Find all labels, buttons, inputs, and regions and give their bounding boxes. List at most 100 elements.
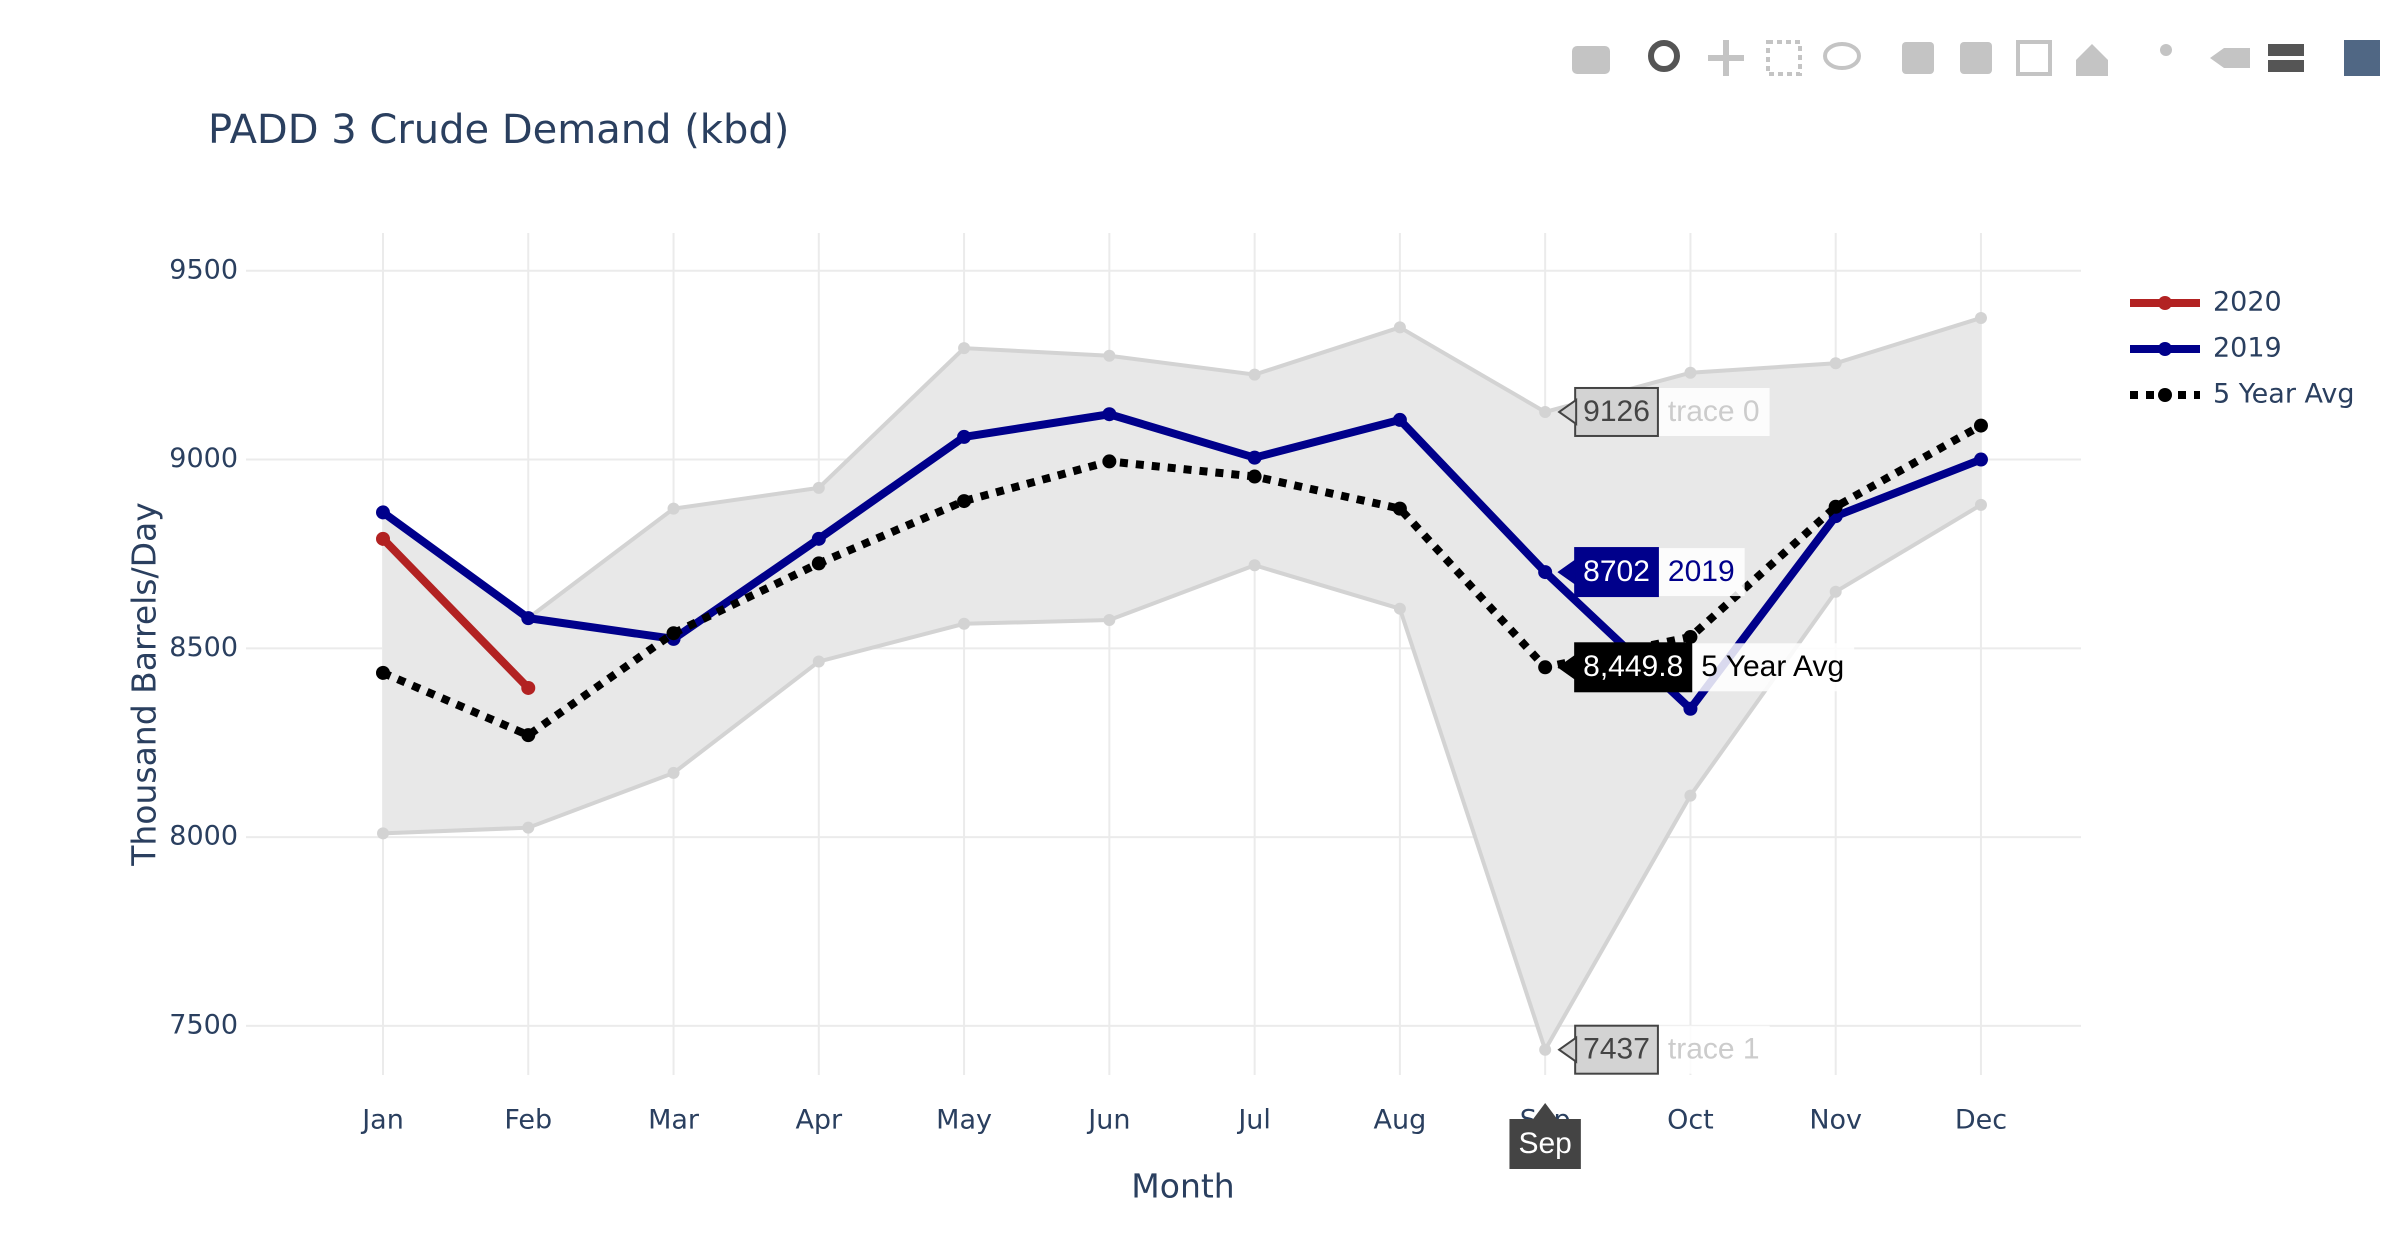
x-tick-label: Aug <box>1374 1105 1427 1136</box>
point-marker <box>666 626 681 641</box>
x-axis-title: Month <box>1131 1167 1234 1206</box>
hover-closest-icon[interactable] <box>2210 48 2250 68</box>
point-marker <box>1829 357 1842 370</box>
hover-x-text: Sep <box>1518 1127 1571 1160</box>
point-marker <box>521 611 536 626</box>
x-tick-label: May <box>936 1105 992 1136</box>
point-marker <box>1392 412 1407 427</box>
legend-label: 2020 <box>2213 287 2282 318</box>
point-marker <box>667 766 680 779</box>
point-marker <box>811 556 826 571</box>
point-marker <box>1538 660 1553 675</box>
point-marker <box>1102 407 1117 422</box>
autoscale-icon[interactable] <box>2016 40 2052 76</box>
point-marker <box>1102 454 1117 469</box>
point-marker <box>1828 499 1843 514</box>
y-tick-label: 8000 <box>169 821 238 852</box>
hover-value: 8702 <box>1583 555 1650 588</box>
x-tick-label: Feb <box>504 1105 552 1136</box>
point-marker <box>521 728 536 743</box>
hover-box <box>1574 642 1693 693</box>
hover-name: 5 Year Avg <box>1701 650 1844 683</box>
plotly-logo[interactable] <box>2344 40 2380 76</box>
point-marker <box>957 494 972 509</box>
point-marker <box>812 655 825 668</box>
chart-title: PADD 3 Crude Demand (kbd) <box>208 107 789 153</box>
hover-x-box <box>1509 1119 1581 1169</box>
point-marker <box>958 617 971 630</box>
hover-value: 8,449.8 <box>1583 650 1683 683</box>
hover-label: 8702 2019 <box>1557 547 1745 598</box>
zoom-out-icon[interactable] <box>1960 42 1992 74</box>
hover-x-arrow <box>1533 1103 1558 1119</box>
series-line <box>381 422 1983 740</box>
pan-icon[interactable] <box>1708 40 1744 76</box>
point-marker <box>521 680 536 695</box>
point-marker <box>376 505 390 520</box>
hover-x-label: Sep <box>1509 1103 1581 1169</box>
point-marker <box>1393 602 1406 615</box>
reset-icon[interactable] <box>2076 44 2108 76</box>
x-tick-label: Jun <box>1086 1105 1130 1136</box>
x-tick-label: Oct <box>1667 1105 1714 1136</box>
hover-value: 9126 <box>1583 395 1650 428</box>
legend-label: 5 Year Avg <box>2213 379 2355 410</box>
camera-icon[interactable] <box>1572 46 1610 74</box>
point-marker <box>1683 701 1698 716</box>
hover-name: trace 1 <box>1668 1033 1760 1066</box>
lasso-icon[interactable] <box>1823 42 1861 70</box>
x-tick-label: Nov <box>1809 1105 1862 1136</box>
x-tick-label: Jul <box>1236 1105 1271 1136</box>
legend-label: 2019 <box>2213 333 2282 364</box>
hover-name-bg <box>1657 387 1770 436</box>
x-tick-label: Dec <box>1955 1105 2007 1136</box>
band-area <box>383 317 1981 1050</box>
point-marker <box>1973 452 1988 467</box>
zoom-in-icon[interactable] <box>1902 42 1934 74</box>
legend-marker <box>2158 388 2172 402</box>
x-tick-label: Jan <box>360 1105 404 1136</box>
hover-arrow <box>1557 558 1578 586</box>
y-axis-title: Thousand Barrels/Day <box>125 502 164 867</box>
hover-name-bg <box>1657 548 1745 597</box>
box-select-icon[interactable] <box>1766 40 1802 76</box>
point-marker <box>957 429 972 444</box>
hover-box <box>1574 547 1659 598</box>
point-marker <box>1539 1043 1552 1056</box>
point-marker <box>376 665 390 680</box>
toolbar <box>1572 40 2380 76</box>
point-marker <box>1684 789 1697 802</box>
point-marker <box>1247 469 1262 484</box>
hover-compare-icon[interactable] <box>2268 44 2304 56</box>
zoom-icon[interactable] <box>1648 40 1680 72</box>
y-tick-label: 8500 <box>169 632 238 663</box>
y-tick-label: 9000 <box>169 443 238 474</box>
point-marker <box>1829 585 1842 598</box>
series-line <box>382 503 1982 1055</box>
hover-name-bg <box>1657 1025 1770 1074</box>
point-marker <box>958 342 971 355</box>
hover-label: 8,449.8 5 Year Avg <box>1557 642 1855 693</box>
point-marker <box>667 502 680 515</box>
point-marker <box>1974 311 1987 324</box>
x-tick-label: Mar <box>648 1105 700 1136</box>
hover-arrow <box>1557 653 1578 682</box>
hover-label: 7437 trace 1 <box>1557 1024 1770 1075</box>
point-marker <box>1103 614 1116 627</box>
point-marker <box>1392 501 1407 516</box>
x-tick-label: Apr <box>795 1105 843 1136</box>
legend-marker <box>2158 342 2172 356</box>
hover-name-bg <box>1691 643 1855 692</box>
hover-value: 7437 <box>1583 1033 1650 1066</box>
hover-box <box>1574 1024 1659 1075</box>
legend-marker <box>2158 296 2172 310</box>
point-marker <box>1684 366 1697 379</box>
point-marker <box>377 827 389 840</box>
hover-name: trace 0 <box>1668 395 1760 428</box>
series-line <box>380 536 532 691</box>
point-marker <box>1248 368 1261 381</box>
point-marker <box>1248 559 1261 572</box>
point-marker <box>1393 321 1406 334</box>
spike-icon[interactable] <box>2160 44 2172 56</box>
